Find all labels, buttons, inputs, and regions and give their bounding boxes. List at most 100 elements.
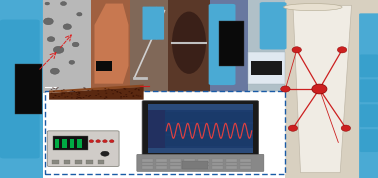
Bar xyxy=(170,163,181,165)
Bar xyxy=(91,0,130,93)
FancyBboxPatch shape xyxy=(360,104,378,127)
Ellipse shape xyxy=(76,92,77,93)
Ellipse shape xyxy=(100,96,102,97)
Ellipse shape xyxy=(77,12,82,16)
Bar xyxy=(156,159,167,162)
Bar xyxy=(251,61,282,75)
Bar xyxy=(52,160,59,164)
Ellipse shape xyxy=(123,96,125,97)
Bar xyxy=(198,166,209,169)
Ellipse shape xyxy=(337,47,347,53)
Ellipse shape xyxy=(105,97,107,98)
Bar xyxy=(148,104,253,110)
Ellipse shape xyxy=(54,95,56,96)
Ellipse shape xyxy=(114,90,116,91)
Ellipse shape xyxy=(61,90,63,91)
Bar xyxy=(184,163,195,165)
FancyBboxPatch shape xyxy=(19,86,40,109)
Bar xyxy=(70,140,74,148)
Ellipse shape xyxy=(63,89,65,90)
Ellipse shape xyxy=(111,90,113,91)
Ellipse shape xyxy=(79,97,81,98)
Bar xyxy=(45,91,285,174)
FancyBboxPatch shape xyxy=(149,7,157,40)
Bar xyxy=(168,0,210,93)
Bar xyxy=(248,0,285,93)
Ellipse shape xyxy=(112,93,114,94)
Bar xyxy=(240,163,251,165)
Bar xyxy=(75,160,82,164)
Ellipse shape xyxy=(129,91,130,92)
Bar xyxy=(170,166,181,169)
Ellipse shape xyxy=(124,89,126,90)
Ellipse shape xyxy=(83,97,85,98)
Ellipse shape xyxy=(60,2,67,6)
Bar xyxy=(248,0,285,93)
Bar xyxy=(181,161,208,169)
Ellipse shape xyxy=(78,97,80,98)
FancyBboxPatch shape xyxy=(156,7,164,40)
Bar xyxy=(240,166,251,169)
Bar xyxy=(212,166,223,169)
Bar xyxy=(91,0,130,93)
FancyBboxPatch shape xyxy=(209,4,235,85)
Bar xyxy=(285,0,378,178)
Bar xyxy=(53,136,88,150)
FancyBboxPatch shape xyxy=(143,7,150,40)
Ellipse shape xyxy=(292,47,301,53)
Ellipse shape xyxy=(136,95,138,96)
Bar xyxy=(98,160,104,164)
Bar xyxy=(210,0,248,93)
Bar xyxy=(130,0,168,93)
FancyBboxPatch shape xyxy=(360,54,378,77)
Ellipse shape xyxy=(119,92,121,93)
Bar xyxy=(64,160,70,164)
Bar xyxy=(130,0,168,93)
Bar xyxy=(212,163,223,165)
Ellipse shape xyxy=(53,97,54,98)
Bar xyxy=(148,110,165,148)
Bar xyxy=(77,140,82,148)
Ellipse shape xyxy=(50,68,59,74)
Bar xyxy=(148,148,253,153)
Bar xyxy=(55,140,59,148)
FancyBboxPatch shape xyxy=(47,131,119,166)
Bar xyxy=(248,52,285,84)
FancyBboxPatch shape xyxy=(19,123,36,144)
Bar xyxy=(15,64,42,114)
Ellipse shape xyxy=(284,4,342,11)
Bar xyxy=(240,159,251,162)
Polygon shape xyxy=(49,85,144,93)
Ellipse shape xyxy=(45,2,50,5)
Ellipse shape xyxy=(138,89,139,90)
Ellipse shape xyxy=(63,24,71,30)
Ellipse shape xyxy=(67,96,68,97)
Polygon shape xyxy=(94,4,129,84)
Bar xyxy=(142,163,153,165)
Bar xyxy=(156,166,167,169)
Ellipse shape xyxy=(53,88,55,89)
Ellipse shape xyxy=(110,140,114,143)
Bar xyxy=(184,166,195,169)
Bar xyxy=(142,159,153,162)
Ellipse shape xyxy=(89,140,94,143)
Ellipse shape xyxy=(172,12,206,74)
Ellipse shape xyxy=(288,125,298,131)
Ellipse shape xyxy=(105,90,107,91)
Ellipse shape xyxy=(57,87,59,88)
FancyBboxPatch shape xyxy=(360,79,378,102)
Polygon shape xyxy=(293,5,352,173)
Polygon shape xyxy=(49,87,144,100)
Bar xyxy=(148,104,253,153)
Bar xyxy=(0,0,43,178)
Ellipse shape xyxy=(104,98,106,99)
Ellipse shape xyxy=(105,96,107,97)
Ellipse shape xyxy=(131,92,133,93)
Bar xyxy=(219,21,244,66)
Ellipse shape xyxy=(88,96,90,97)
Ellipse shape xyxy=(103,140,107,143)
Ellipse shape xyxy=(72,42,79,47)
Ellipse shape xyxy=(58,96,60,97)
Bar xyxy=(198,163,209,165)
Bar xyxy=(184,159,195,162)
